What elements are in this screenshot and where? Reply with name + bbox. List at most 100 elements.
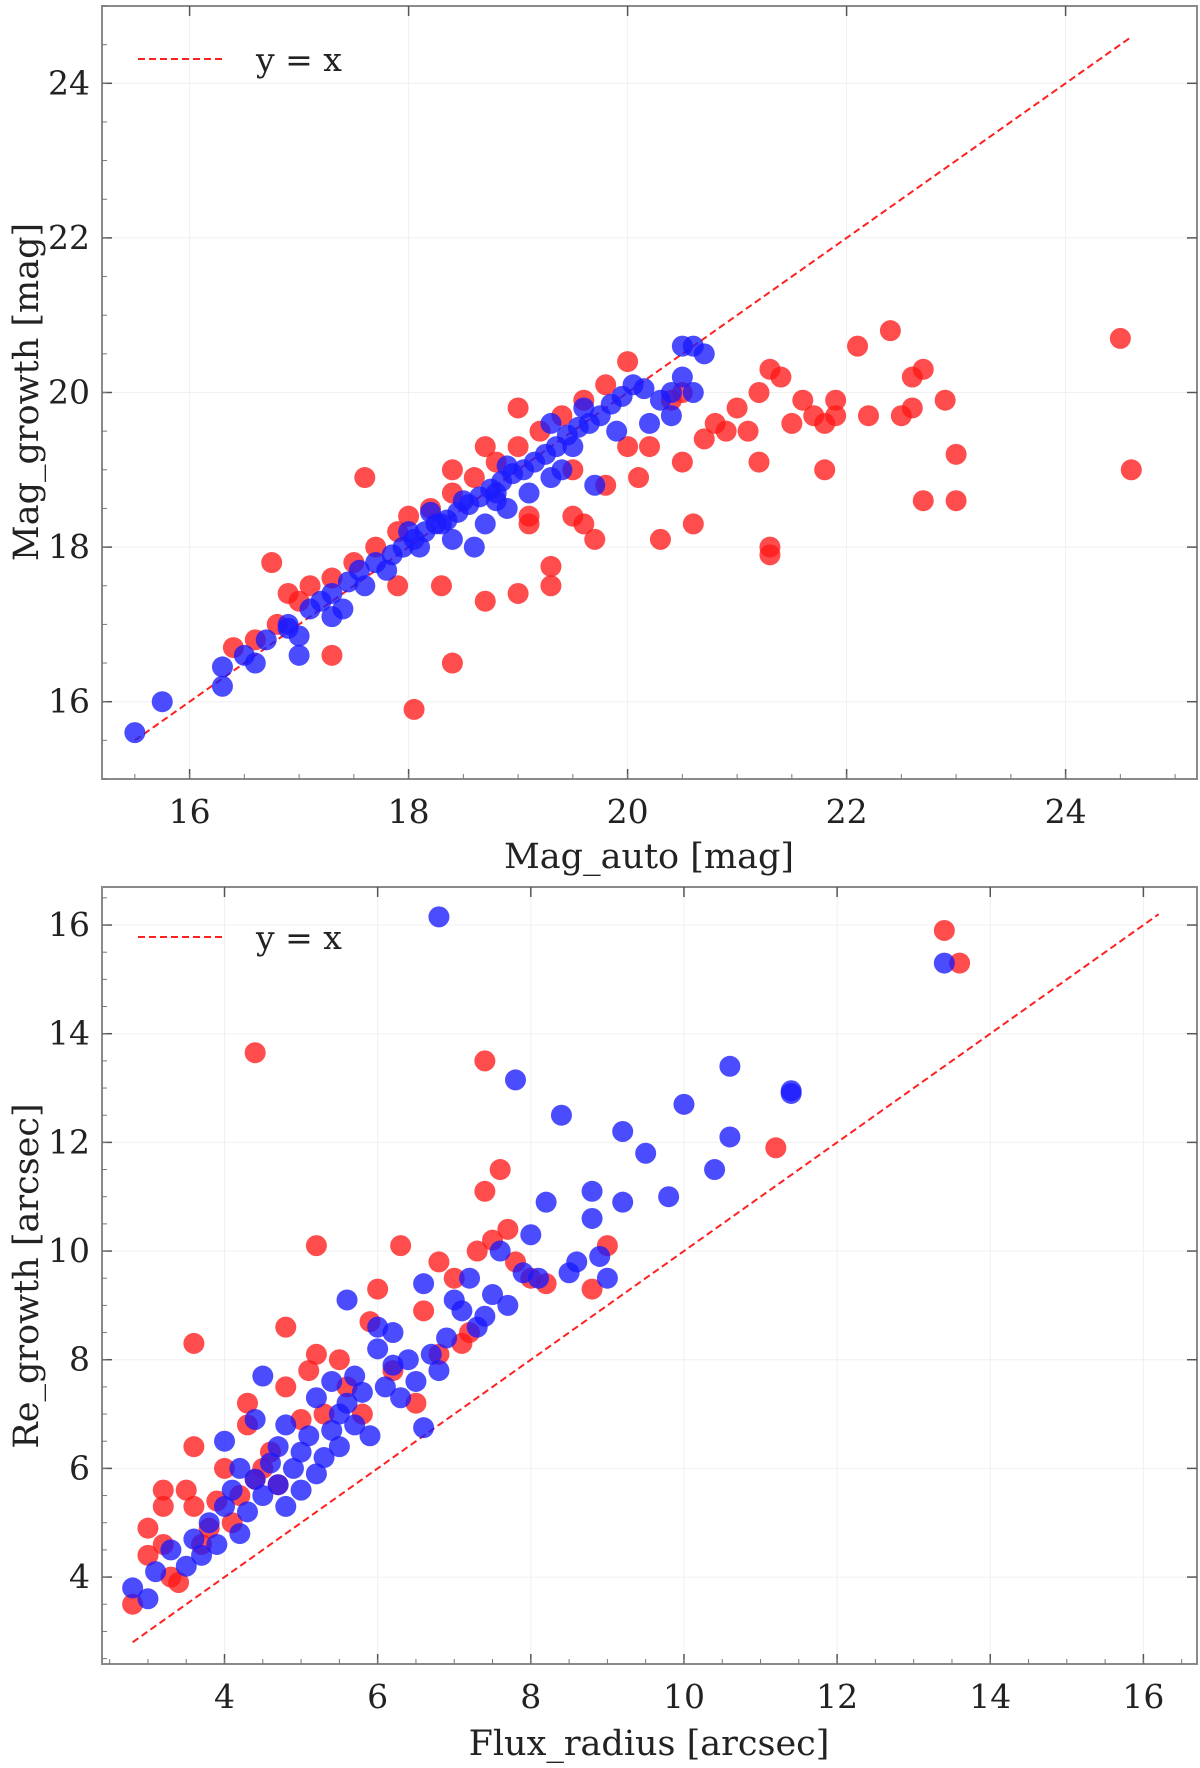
radius-blue-point bbox=[474, 1305, 496, 1327]
radius-y-axis-label: Re_growth [arcsec] bbox=[7, 1103, 47, 1448]
radius-red-point bbox=[236, 1392, 258, 1414]
radius-blue-point bbox=[504, 1069, 526, 1091]
radius-y-tick-label: 6 bbox=[69, 1448, 90, 1487]
radius-blue-point bbox=[290, 1441, 312, 1463]
mag-blue-point bbox=[376, 559, 398, 581]
radius-blue-point bbox=[336, 1392, 358, 1414]
mag-red-point bbox=[507, 582, 529, 604]
radius-red-point bbox=[466, 1240, 488, 1262]
mag-blue-point bbox=[441, 528, 463, 550]
mag-red-point bbox=[507, 436, 529, 458]
mag-blue-point bbox=[540, 412, 562, 434]
mag-red-point bbox=[737, 420, 759, 442]
mag-red-point bbox=[474, 436, 496, 458]
radius-red-point bbox=[183, 1436, 205, 1458]
mag-red-point bbox=[507, 397, 529, 419]
radius-x-tick-label: 14 bbox=[969, 1677, 1011, 1716]
mag-x-tick-label: 16 bbox=[169, 792, 211, 831]
radius-blue-point bbox=[198, 1512, 220, 1534]
radius-blue-point bbox=[428, 1360, 450, 1382]
radius-blue-point bbox=[313, 1447, 335, 1469]
mag-scatter-points bbox=[124, 320, 1142, 744]
radius-plot-frame bbox=[101, 886, 1198, 1665]
mag-red-point bbox=[792, 389, 814, 411]
radius-blue-point bbox=[436, 1327, 458, 1349]
radius-blue-point bbox=[221, 1479, 243, 1501]
mag-red-point bbox=[261, 552, 283, 574]
radius-blue-point bbox=[336, 1289, 358, 1311]
radius-blue-point bbox=[612, 1191, 634, 1213]
radius-red-point bbox=[168, 1571, 190, 1593]
mag-x-axis-label: Mag_auto [mag] bbox=[504, 837, 794, 877]
radius-blue-point bbox=[321, 1419, 343, 1441]
radius-blue-point bbox=[489, 1240, 511, 1262]
radius-blue-point bbox=[282, 1457, 304, 1479]
radius-blue-point bbox=[405, 1370, 427, 1392]
radius-x-tick-label: 10 bbox=[663, 1677, 705, 1716]
radius-red-point bbox=[305, 1235, 327, 1257]
mag-red-point bbox=[354, 467, 376, 489]
radius-blue-point bbox=[175, 1555, 197, 1577]
radius-scatter-points bbox=[122, 906, 971, 1615]
mag-blue-point bbox=[474, 513, 496, 535]
radius-blue-point bbox=[413, 1417, 435, 1439]
mag-red-point bbox=[715, 420, 737, 442]
radius-red-point bbox=[328, 1349, 350, 1371]
mag-red-point bbox=[682, 513, 704, 535]
radius-blue-point bbox=[367, 1338, 389, 1360]
radius-blue-point bbox=[382, 1322, 404, 1344]
mag-y-tick-label: 16 bbox=[48, 682, 90, 721]
radius-blue-point bbox=[933, 952, 955, 974]
radius-blue-point bbox=[236, 1501, 258, 1523]
mag-red-point bbox=[540, 555, 562, 577]
radius-red-point bbox=[367, 1278, 389, 1300]
radius-blue-point bbox=[589, 1245, 611, 1267]
radius-blue-point bbox=[397, 1349, 419, 1371]
radius-blue-point bbox=[351, 1381, 373, 1403]
radius-x-tick-label: 12 bbox=[816, 1677, 858, 1716]
mag-blue-point bbox=[660, 405, 682, 427]
mag-red-point bbox=[430, 575, 452, 597]
radius-blue-point bbox=[244, 1468, 266, 1490]
mag-red-point bbox=[759, 544, 781, 566]
radius-red-point bbox=[581, 1278, 603, 1300]
mag-blue-point bbox=[277, 617, 299, 639]
mag-red-point bbox=[814, 459, 836, 481]
radius-red-point bbox=[275, 1376, 297, 1398]
mag-red-point bbox=[595, 374, 617, 396]
mag-x-tick-label: 24 bbox=[1045, 792, 1087, 831]
mag-blue-point bbox=[660, 382, 682, 403]
mag-blue-point bbox=[562, 436, 584, 458]
mag-red-point bbox=[825, 405, 847, 427]
radius-y-tick-label: 12 bbox=[48, 1122, 90, 1161]
mag-red-point bbox=[847, 335, 869, 357]
mag-blue-point bbox=[584, 474, 606, 496]
radius-blue-point bbox=[390, 1387, 412, 1409]
radius-red-point bbox=[183, 1495, 205, 1517]
mag-scatter-panel: 16 18 20 22 24 16 18 20 22 24 y = x Mag_auto [mag… bbox=[7, 5, 1198, 877]
mag-red-point bbox=[945, 490, 967, 512]
radius-blue-point bbox=[275, 1495, 297, 1517]
mag-red-point bbox=[387, 575, 409, 597]
mag-legend: y = x bbox=[138, 40, 342, 79]
mag-x-tick-label: 18 bbox=[388, 792, 430, 831]
radius-blue-point bbox=[229, 1457, 251, 1479]
radius-blue-point bbox=[298, 1425, 320, 1447]
mag-red-point bbox=[474, 590, 496, 612]
radius-blue-point bbox=[267, 1436, 289, 1458]
mag-axis-ticks: 16 18 20 22 24 16 18 20 22 24 bbox=[48, 5, 1197, 831]
radius-blue-point bbox=[344, 1414, 366, 1436]
radius-blue-point bbox=[719, 1055, 741, 1077]
mag-blue-point bbox=[671, 366, 693, 388]
mag-red-point bbox=[617, 436, 639, 458]
mag-red-point bbox=[912, 490, 934, 512]
mag-blue-point bbox=[420, 501, 441, 523]
radius-legend-label: y = x bbox=[255, 918, 342, 957]
radius-blue-point bbox=[719, 1126, 741, 1148]
mag-red-point bbox=[748, 451, 770, 473]
radius-x-axis-label: Flux_radius [arcsec] bbox=[469, 1724, 830, 1764]
radius-blue-point bbox=[612, 1121, 634, 1143]
radius-blue-point bbox=[550, 1104, 572, 1126]
radius-blue-point bbox=[344, 1365, 366, 1387]
radius-blue-point bbox=[420, 1343, 442, 1365]
